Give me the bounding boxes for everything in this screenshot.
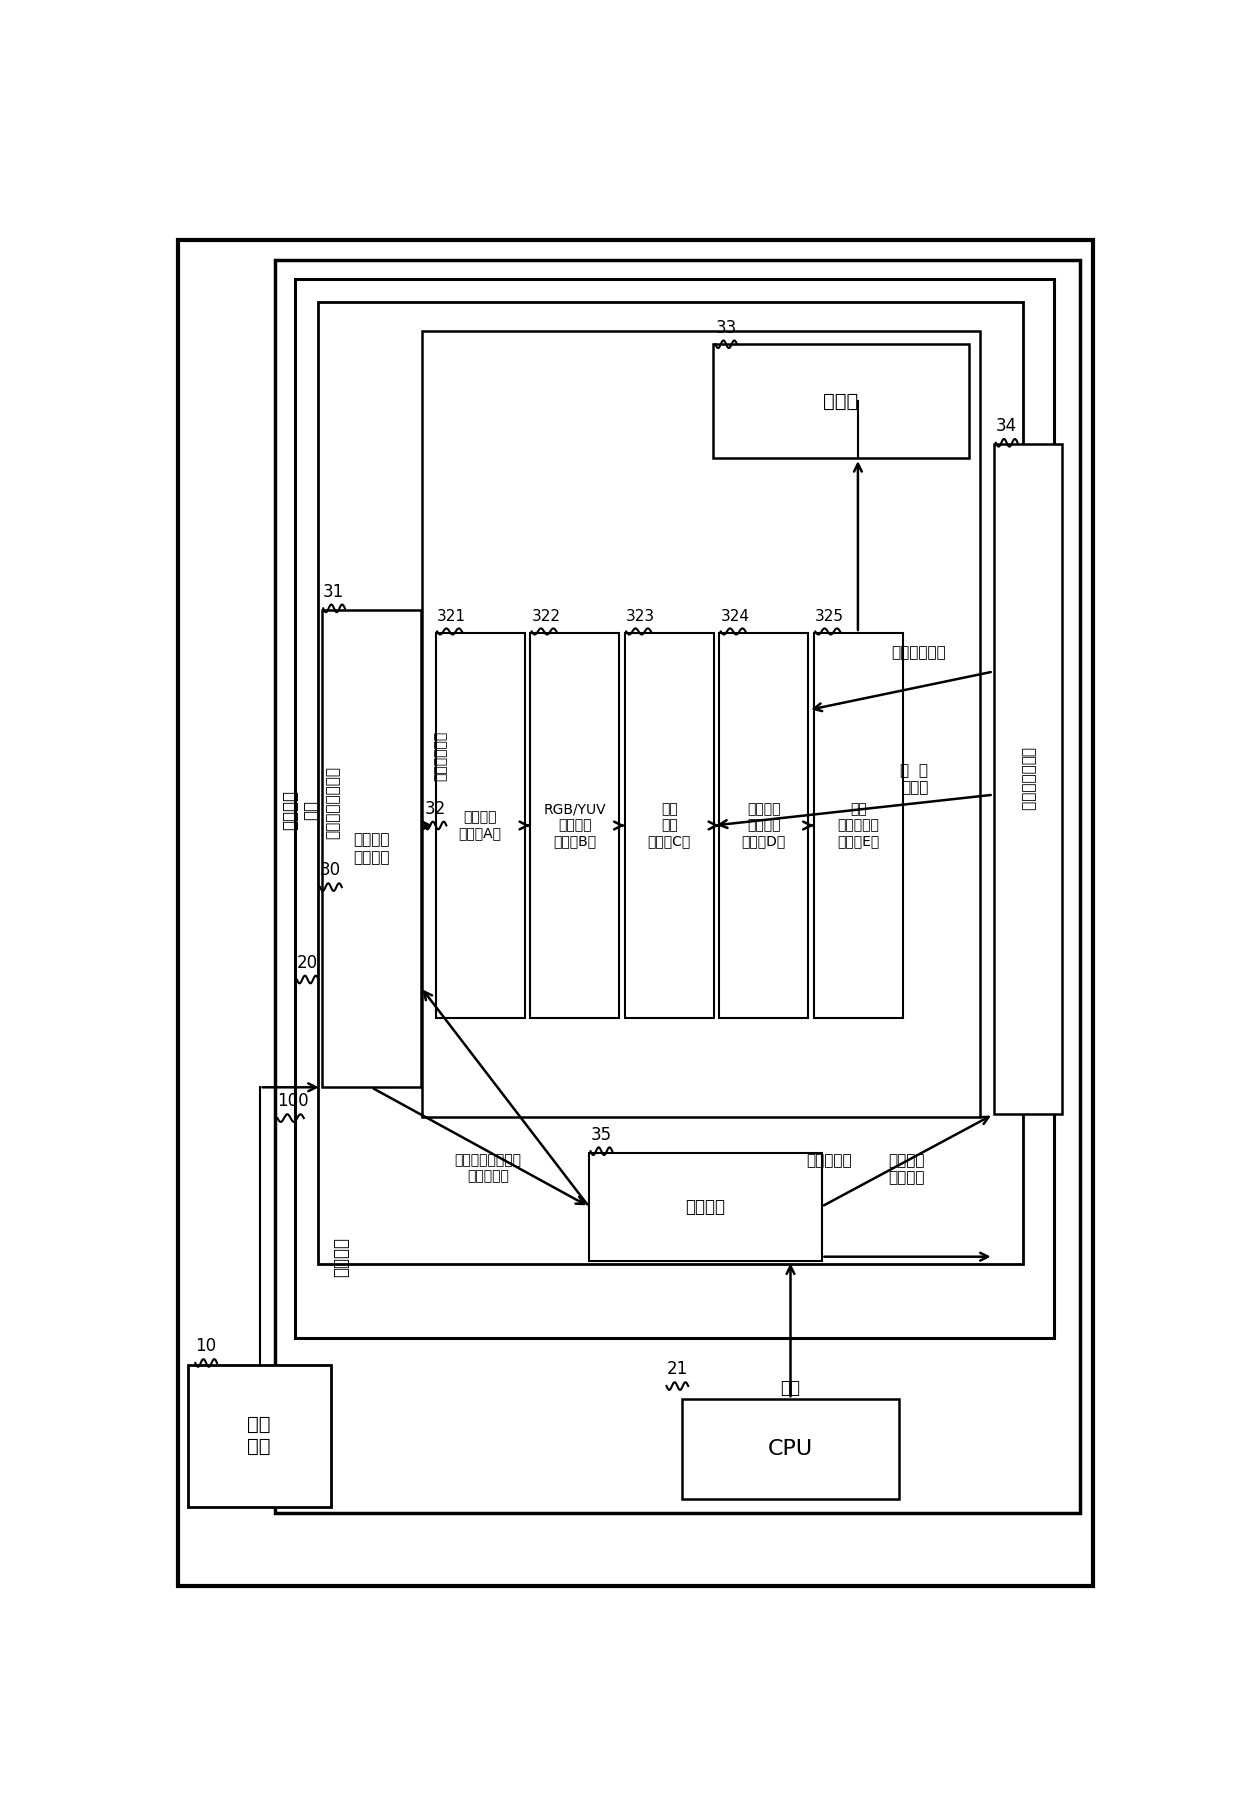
- Text: 命令: 命令: [780, 1379, 801, 1397]
- Text: 摄像
电路: 摄像 电路: [248, 1415, 272, 1457]
- Text: 31: 31: [324, 583, 345, 601]
- Text: 325: 325: [816, 608, 844, 624]
- Text: 20: 20: [296, 954, 317, 972]
- Bar: [531, 634, 619, 1017]
- Text: 地址解码器电路: 地址解码器电路: [1021, 748, 1035, 811]
- Text: 下一帧输入之前的
等候行数据: 下一帧输入之前的 等候行数据: [455, 1153, 522, 1184]
- Text: 图像计算电路: 图像计算电路: [433, 731, 448, 782]
- Bar: [435, 634, 525, 1017]
- Text: 调度电路: 调度电路: [686, 1198, 725, 1216]
- Text: 21: 21: [667, 1361, 688, 1379]
- Text: 30: 30: [320, 862, 341, 880]
- Text: 平滑
电路
（处理C）: 平滑 电路 （处理C）: [647, 802, 691, 849]
- Bar: [682, 1399, 899, 1499]
- Text: 图像处理计算电路: 图像处理计算电路: [326, 766, 341, 838]
- Text: 矩阵大小值: 矩阵大小值: [806, 1153, 852, 1167]
- Bar: [589, 1153, 821, 1260]
- Text: 图像处理
电路: 图像处理 电路: [281, 791, 320, 831]
- Bar: [317, 302, 1023, 1265]
- Bar: [625, 634, 714, 1017]
- Text: 321: 321: [438, 608, 466, 624]
- Bar: [719, 634, 808, 1017]
- Text: 平  滑
等系数: 平 滑 等系数: [900, 764, 929, 796]
- Text: 颜色校正
处理电路
（处理D）: 颜色校正 处理电路 （处理D）: [742, 802, 786, 849]
- Text: 323: 323: [626, 608, 655, 624]
- Text: 图像数据
输入电路: 图像数据 输入电路: [353, 833, 389, 865]
- Bar: [187, 1365, 331, 1508]
- Text: 32: 32: [424, 800, 446, 818]
- Bar: [275, 259, 1080, 1513]
- Bar: [713, 344, 968, 458]
- Text: 噪减电路
（处理A）: 噪减电路 （处理A）: [459, 811, 502, 840]
- Text: 324: 324: [720, 608, 750, 624]
- Text: RGB/YUV
转换电路
（处理B）: RGB/YUV 转换电路 （处理B）: [543, 802, 606, 849]
- Text: 存储器: 存储器: [823, 391, 858, 411]
- Text: 33: 33: [715, 319, 737, 337]
- Text: 带通
滤波器电路
（处理E）: 带通 滤波器电路 （处理E）: [837, 802, 879, 849]
- Text: 100: 100: [278, 1093, 309, 1110]
- Text: CPU: CPU: [768, 1439, 813, 1459]
- Text: 322: 322: [532, 608, 560, 624]
- Bar: [993, 443, 1061, 1115]
- Bar: [295, 279, 1054, 1338]
- Text: 图像数据: 图像数据: [332, 1236, 350, 1276]
- Text: 边缘处理
存在与否: 边缘处理 存在与否: [889, 1153, 925, 1186]
- Text: 10: 10: [196, 1338, 217, 1356]
- Text: 颜色校正系数: 颜色校正系数: [892, 644, 946, 661]
- Bar: [321, 610, 420, 1088]
- Text: 35: 35: [590, 1126, 611, 1144]
- Bar: [813, 634, 903, 1017]
- Bar: [423, 331, 981, 1117]
- Text: 34: 34: [996, 416, 1017, 434]
